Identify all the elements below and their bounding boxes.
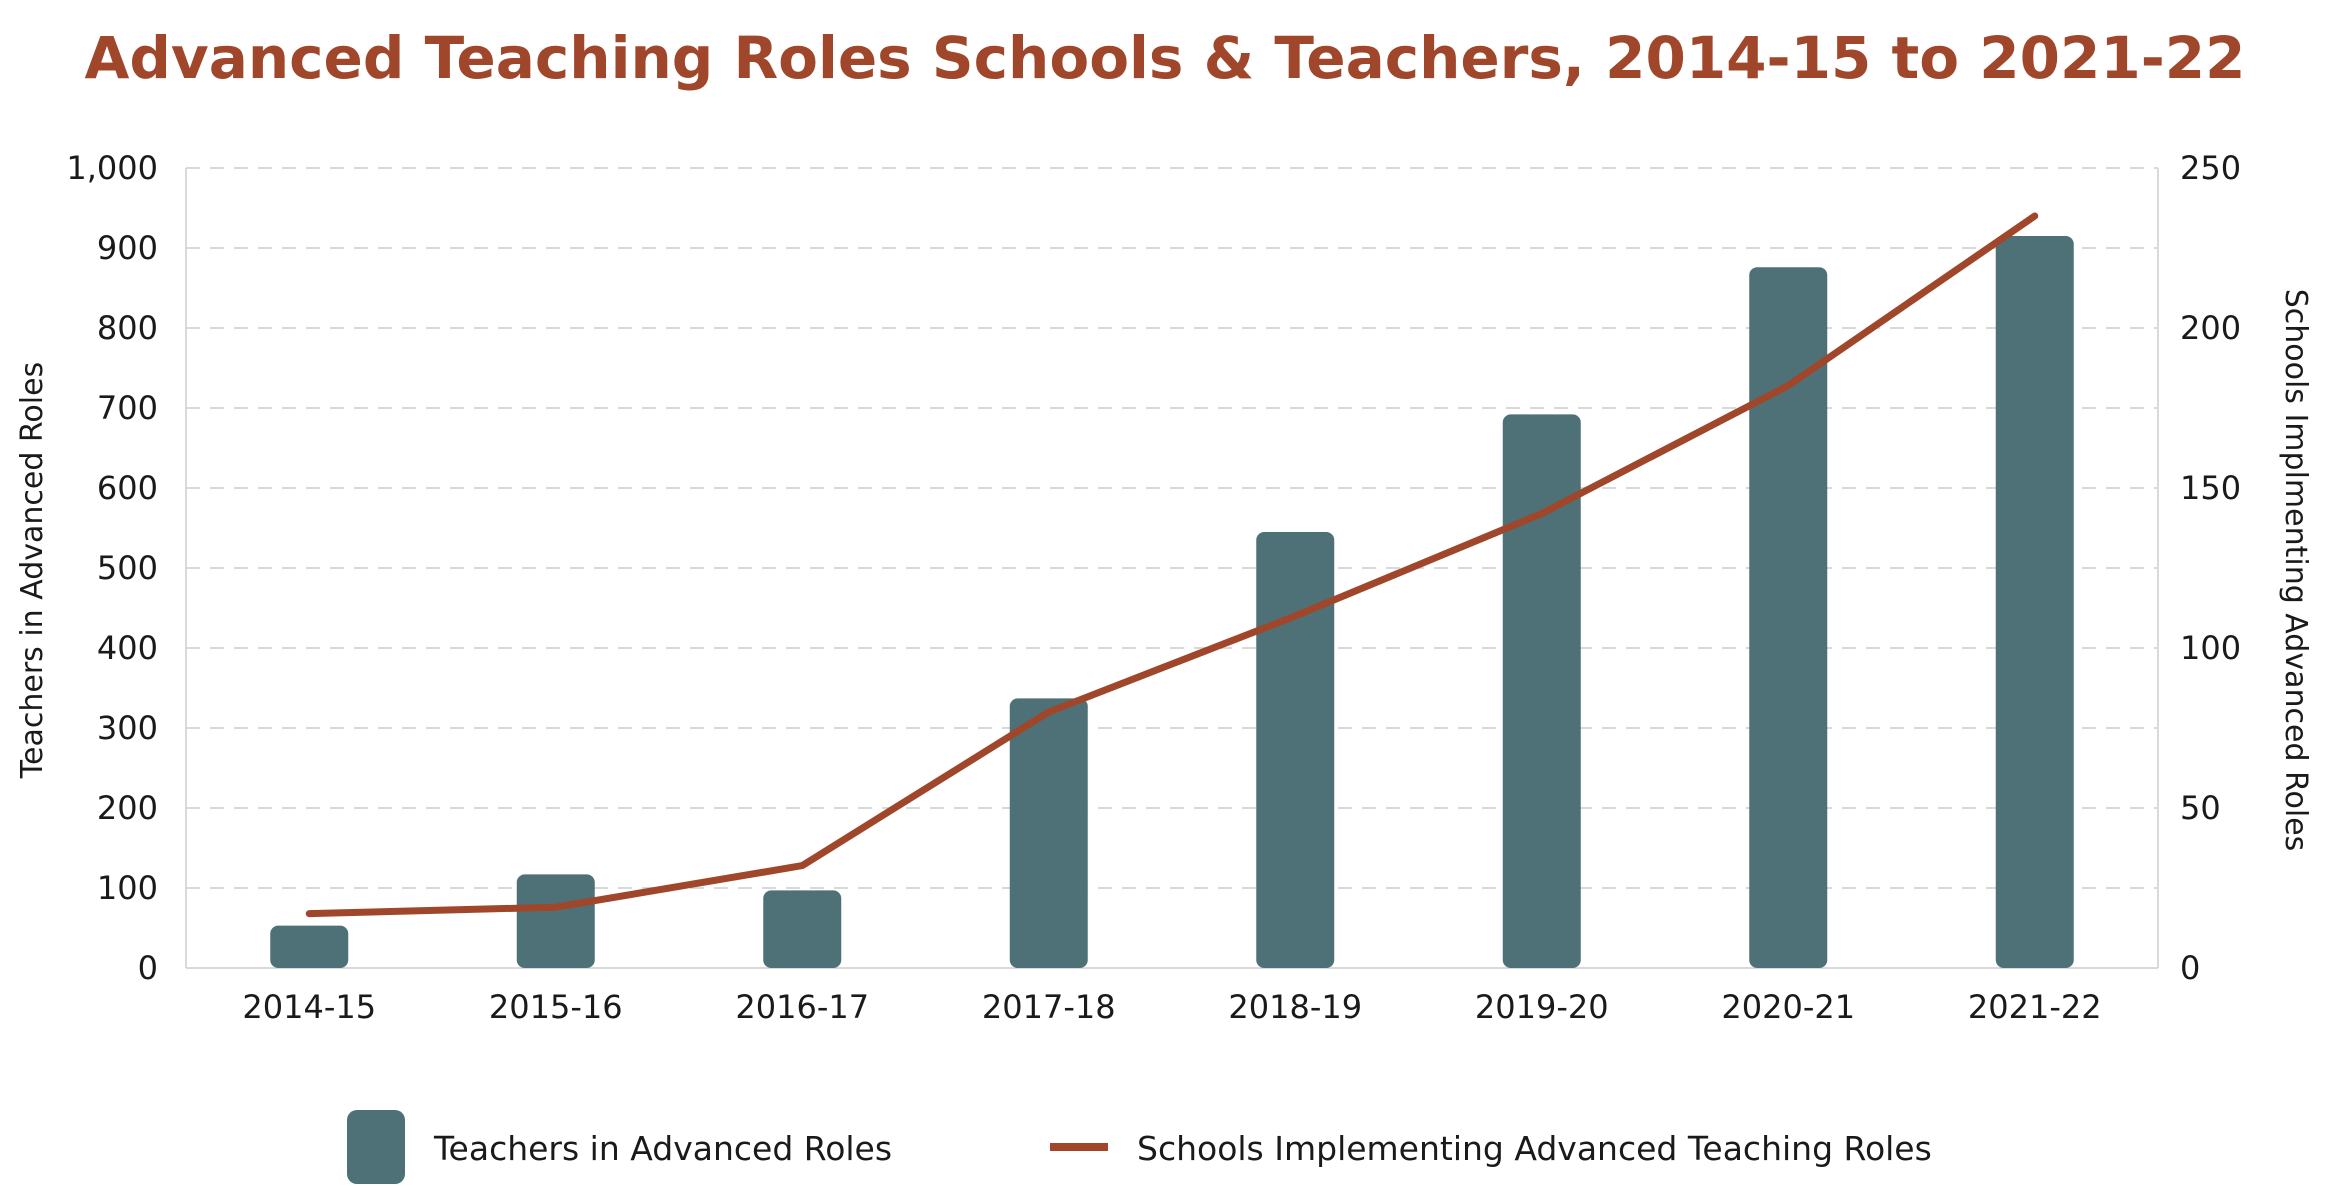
y-tick-label: 400 [97, 629, 158, 667]
x-tick-label: 2021-22 [1968, 988, 2102, 1026]
y2-tick-label: 250 [2180, 149, 2241, 187]
bar-series [270, 236, 2074, 968]
y2-tick-label: 100 [2180, 629, 2241, 667]
bar [1995, 236, 2074, 968]
y2-tick-label: 200 [2180, 309, 2241, 347]
series-line [305, 212, 2039, 918]
y-tick-label: 100 [97, 869, 158, 907]
chart-title: Advanced Teaching Roles Schools & Teache… [85, 24, 2246, 92]
x-tick-label: 2016-17 [735, 988, 869, 1026]
y-tick-label: 1,000 [66, 149, 158, 187]
x-tick-label: 2019-20 [1475, 988, 1609, 1026]
bar [270, 925, 349, 968]
y-tick-label: 500 [97, 549, 158, 587]
bar [763, 890, 842, 968]
y2-tick-label: 150 [2180, 469, 2241, 507]
y-tick-label: 300 [97, 709, 158, 747]
y-tick-label: 0 [138, 949, 158, 987]
y2-tick-label: 50 [2180, 789, 2221, 827]
bar [516, 874, 595, 968]
y2-axis-title: Schools Implmenting Advanced Roles [2278, 289, 2313, 852]
y2-tick-label: 0 [2180, 949, 2200, 987]
x-tick-label: 2018-19 [1228, 988, 1362, 1026]
legend: Teachers in Advanced Roles Schools Imple… [347, 1110, 1932, 1184]
x-tick-label: 2015-16 [489, 988, 623, 1026]
legend-label-schools: Schools Implementing Advanced Teaching R… [1137, 1129, 1932, 1168]
y-tick-label: 800 [97, 309, 158, 347]
line-series [305, 212, 2039, 918]
bar [1009, 698, 1088, 968]
y-axis-right: 0 50 100 150 200 250 [2180, 149, 2241, 987]
y-tick-label: 200 [97, 789, 158, 827]
x-axis: 2014-15 2015-16 2016-17 2017-18 2018-19 2019-… [242, 988, 2101, 1026]
legend-label-teachers: Teachers in Advanced Roles [433, 1129, 892, 1168]
x-tick-label: 2020-21 [1721, 988, 1855, 1026]
y-axis-title: Teachers in Advanced Roles [15, 362, 50, 779]
y-tick-label: 600 [97, 469, 158, 507]
bar [1749, 267, 1828, 968]
y-tick-label: 900 [97, 229, 158, 267]
y-tick-label: 700 [97, 389, 158, 427]
bar [1502, 414, 1581, 968]
y-axis-left: 0 100 200 300 400 500 600 700 800 900 1,000 [66, 149, 158, 987]
x-tick-label: 2017-18 [982, 988, 1116, 1026]
bar [1256, 532, 1335, 968]
x-tick-label: 2014-15 [242, 988, 376, 1026]
legend-swatch-bar [347, 1110, 405, 1184]
grid [185, 167, 2159, 969]
